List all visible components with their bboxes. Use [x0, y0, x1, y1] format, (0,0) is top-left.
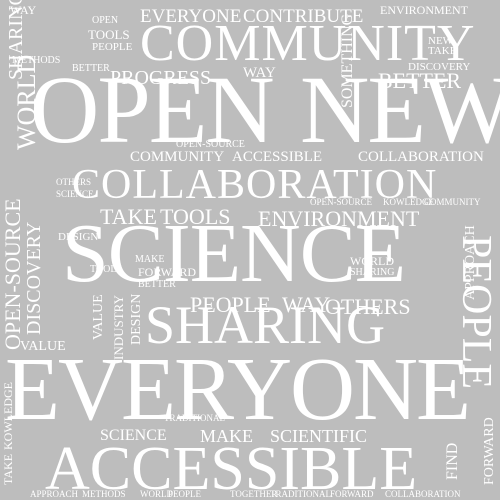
word-people-bottom: People [168, 489, 202, 499]
word-scientific-low: Scientific [270, 426, 368, 446]
word-collaboration-bottom: Collaboration [385, 489, 461, 499]
word-together-bottom: Together [230, 489, 278, 499]
word-sharing-mid: Sharing [350, 267, 395, 278]
word-tools: Tools [160, 204, 231, 229]
word-people-top: People [92, 41, 133, 53]
word-world-mid: World [350, 254, 394, 268]
word-community: Community [140, 15, 476, 72]
word-way-left: Way [10, 3, 37, 17]
word-better-mid: Better [138, 279, 176, 290]
word-science-low: Science [100, 427, 167, 444]
word-collaboration: Collaboration [72, 162, 438, 208]
word-methods-bottom: Methods [82, 489, 126, 499]
word-open-source-top: Open-Source [176, 139, 245, 150]
word-kowledge-left: Kowledge [1, 382, 15, 450]
word-industry-vert: Industry [111, 294, 126, 360]
word-environment-top: Environment [380, 3, 468, 17]
word-others-mid: Others [325, 294, 411, 319]
word-methods-left: Methods [12, 55, 61, 66]
word-science: Science [62, 207, 406, 300]
word-world-bottom: World [140, 489, 173, 499]
word-tools-top: Tools [88, 27, 130, 42]
word-new-top: New [428, 35, 454, 47]
word-traditional-bottom: Traditional [270, 489, 331, 499]
word-make-mid: Make [135, 254, 165, 265]
word-others-left: Others [56, 177, 92, 187]
word-people-mid: People [190, 292, 271, 317]
word-environment: Environment [258, 206, 420, 231]
word-community-mid: Community [130, 149, 225, 165]
word-contribute: Contribute [243, 6, 364, 27]
word-collaboration-right: Collaboration [358, 149, 484, 165]
word-accessible-mid: Accessible [232, 149, 323, 165]
word-open-source-mid: Open-Source [310, 197, 373, 207]
word-forward-right: Forward [482, 417, 497, 485]
word-value-vert: Value [91, 294, 106, 340]
word-value-left: Value [20, 339, 66, 354]
word-kowledge-mid: Kowledge [383, 197, 434, 207]
word-take-top: Take [428, 45, 457, 57]
word-better-left: Better [72, 63, 110, 74]
word-everyone-top: Everyone [140, 6, 242, 27]
word-find-right: Find [444, 442, 461, 480]
word-accessible: Accessible [45, 435, 418, 500]
word-open-top: Open [92, 15, 119, 26]
word-open: Open [30, 56, 275, 163]
word-community-right: Community [424, 197, 481, 207]
word-way-top: Way [243, 65, 276, 81]
word-traditional-low: Traditional [164, 413, 225, 423]
word-forward-mid: Forward [138, 265, 197, 279]
word-take-left: Take [1, 453, 15, 485]
word-discovery-left: Discovery [23, 221, 45, 335]
word-progress: Progress [110, 67, 212, 89]
word-discovery-top: Discovery [408, 61, 471, 73]
word-take: Take [100, 204, 157, 229]
word-better: Better [378, 68, 462, 93]
word-tools-left: Tools [90, 264, 123, 275]
word-approach-right: Approach [463, 225, 478, 300]
word-science-left: Science [56, 189, 94, 199]
word-way-mid: Way [282, 292, 331, 317]
word-design-left: Design [58, 231, 99, 243]
word-forward-bottom: Forward [330, 489, 374, 499]
word-something-top: Something [339, 13, 356, 108]
word-approach-bottom: Approach [30, 489, 79, 499]
word-everyone: Everyone [5, 340, 471, 439]
word-new: New [300, 56, 500, 163]
word-sharing: Sharing [145, 295, 386, 355]
word-design-vert: Design [129, 293, 144, 345]
word-open-source-left: Open-Source [0, 198, 25, 350]
word-make-low: Make [200, 426, 253, 446]
